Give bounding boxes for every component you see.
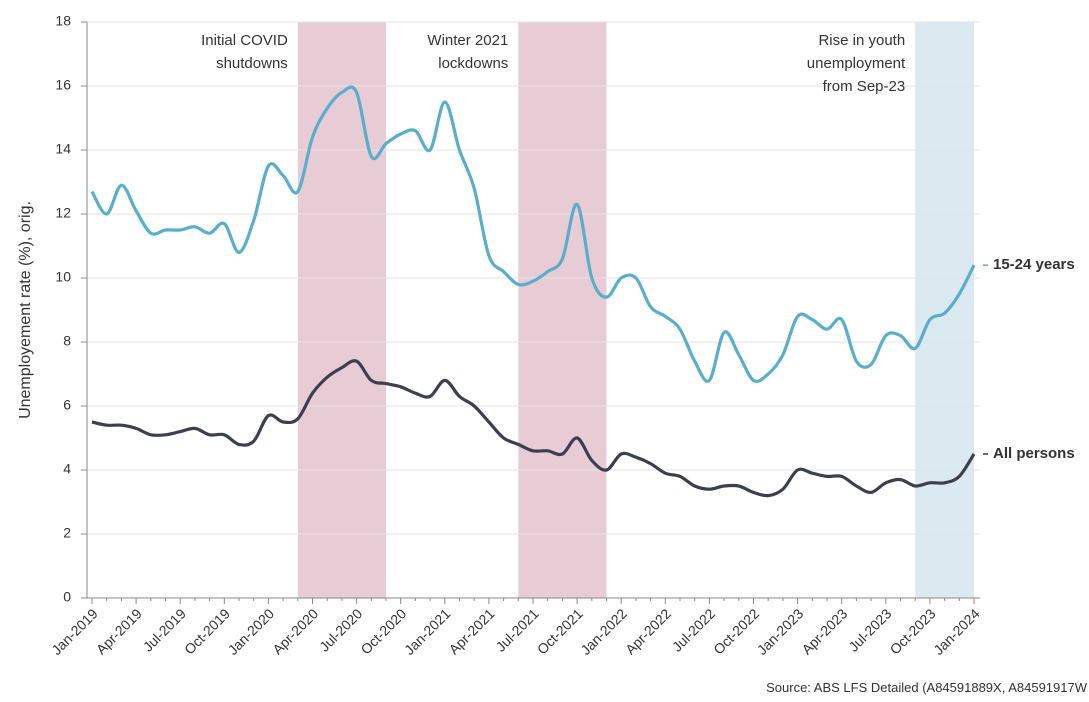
x-tick-label: Oct-2020 (357, 605, 409, 657)
series-line (90, 85, 976, 383)
band-label: Winter 2021 (427, 32, 508, 49)
legend-label: All persons (993, 445, 1075, 462)
x-tick-label: Jan-2023 (754, 605, 807, 658)
x-tick-label: Oct-2021 (534, 605, 586, 657)
x-tick-label: Oct-2023 (887, 605, 939, 657)
y-tick-label: 4 (63, 461, 71, 477)
y-tick-label: 16 (55, 77, 71, 93)
source: Source: ABS LFS Detailed (A84591889X, A8… (766, 680, 1088, 695)
y-tick-label: 2 (63, 525, 71, 541)
x-tick-label: Jan-2020 (225, 605, 278, 658)
y-tick-label: 0 (63, 589, 71, 605)
legend-label: 15-24 years (993, 256, 1075, 273)
band-label: unemployment (807, 55, 906, 72)
y-tick-label: 6 (63, 397, 71, 413)
x-tick-label: Apr-2019 (93, 605, 145, 657)
x-tick-label: Oct-2022 (710, 605, 762, 657)
x-tick-label: Jan-2021 (401, 605, 454, 658)
band-label: shutdowns (216, 55, 288, 72)
x-tick-label: Jan-2024 (930, 605, 983, 658)
y-tick-label: 8 (63, 333, 71, 349)
band-label: Rise in youth (818, 32, 905, 49)
shaded-period (915, 22, 974, 598)
x-tick-label: Jan-2019 (48, 605, 101, 658)
y-tick-label: 18 (55, 13, 71, 29)
x-tick-label: Oct-2019 (181, 605, 233, 657)
x-tick-label: Jan-2022 (577, 605, 630, 658)
band-label: from Sep-23 (823, 78, 906, 95)
band-label: Initial COVID (201, 32, 288, 49)
y-axis-label: Unemployement rate (%), orig. (17, 201, 34, 419)
y-tick-label: 14 (55, 141, 71, 157)
x-tick-label: Apr-2023 (798, 605, 850, 657)
series-line (91, 359, 976, 498)
shaded-period (297, 22, 386, 598)
x-tick-label: Apr-2022 (622, 605, 674, 657)
x-tick-label: Apr-2020 (269, 605, 321, 657)
shaded-period (518, 22, 607, 598)
band-label: lockdowns (438, 55, 508, 72)
y-tick-label: 10 (55, 269, 71, 285)
x-tick-label: Apr-2021 (446, 605, 498, 657)
y-tick-label: 12 (55, 205, 71, 221)
